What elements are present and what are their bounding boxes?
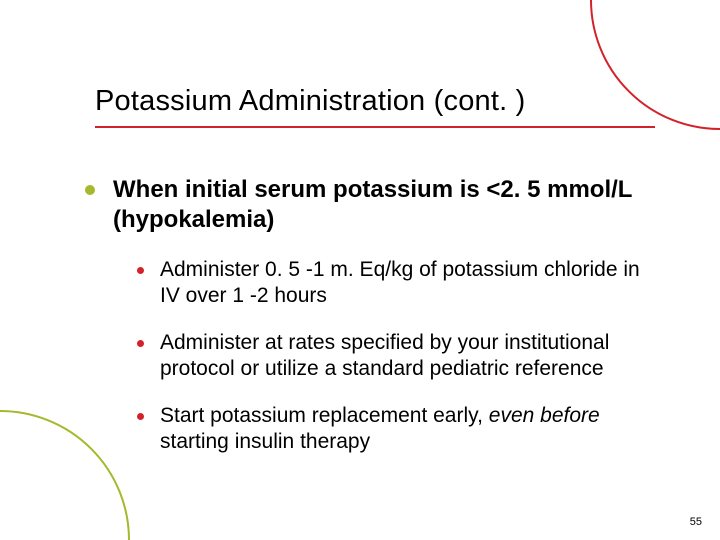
bullet-icon xyxy=(137,267,144,274)
bullet-icon xyxy=(137,340,144,347)
slide: Potassium Administration (cont. ) When i… xyxy=(0,0,720,540)
page-number: 55 xyxy=(690,516,702,528)
title-block: Potassium Administration (cont. ) xyxy=(95,85,655,128)
list-item-level2: Start potassium replacement early, even … xyxy=(137,403,660,454)
title-underline xyxy=(95,126,655,128)
item-text: Administer at rates specified by your in… xyxy=(160,330,660,381)
content-area: When initial serum potassium is <2. 5 mm… xyxy=(85,175,660,477)
list-item-level2: Administer at rates specified by your in… xyxy=(137,330,660,381)
heading-text: When initial serum potassium is <2. 5 mm… xyxy=(113,175,660,235)
list-item-level1: When initial serum potassium is <2. 5 mm… xyxy=(85,175,660,235)
slide-title: Potassium Administration (cont. ) xyxy=(95,85,655,118)
list-item-level2: Administer 0. 5 -1 m. Eq/kg of potassium… xyxy=(137,257,660,308)
item-text: Administer 0. 5 -1 m. Eq/kg of potassium… xyxy=(160,257,660,308)
sub-list: Administer 0. 5 -1 m. Eq/kg of potassium… xyxy=(137,257,660,455)
bullet-icon xyxy=(85,185,95,195)
item-text: Start potassium replacement early, even … xyxy=(160,403,660,454)
bullet-icon xyxy=(137,413,144,420)
